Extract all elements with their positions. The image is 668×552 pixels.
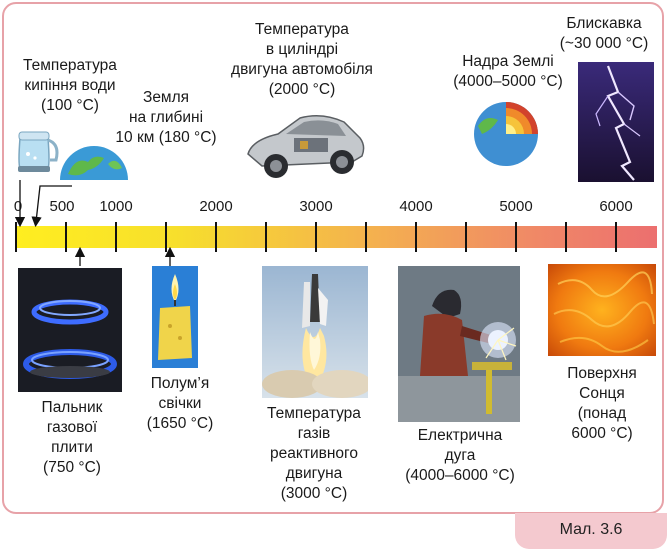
welder-icon [398,266,520,422]
label-water-boiling: Температура кипіння води (100 °C) [23,57,117,114]
figure-caption: Мал. 3.6 [559,521,623,538]
scale-label-500: 500 [49,198,75,215]
lightning-icon [578,62,654,182]
kettle-icon [8,124,60,174]
caption-box: Мал. 3.6 [515,513,667,549]
car-icon [242,104,368,184]
label-lightning: Блискавка (~30 000 °C) [559,15,649,52]
gas-burner-icon [18,268,122,392]
earth-core-icon [468,100,544,168]
label-engine-cylinder: Температура в циліндрі двигуна автомобіл… [231,21,373,98]
scale-label-1000: 1000 [99,198,133,215]
temperature-scale-bar [15,226,657,248]
scale-tick-6000 [615,222,617,252]
scale-tick-5500 [565,222,567,252]
scale-tick-0 [15,222,17,252]
sun-surface-icon [548,264,656,356]
scale-tick-3000 [315,222,317,252]
scale-label-6000: 6000 [599,198,633,215]
scale-tick-2000 [215,222,217,252]
label-jet-engine: Температура газів реактивного двигуна (3… [267,405,361,502]
scale-label-2000: 2000 [199,198,233,215]
label-candle: Полум’я свічки (1650 °C) [146,375,214,432]
scale-tick-4500 [465,222,467,252]
candle-icon [152,266,198,368]
label-electric-arc: Електрична дуга (4000–6000 °C) [405,427,515,484]
scale-tick-500 [65,222,67,252]
scale-label-3000: 3000 [299,198,333,215]
scale-tick-5000 [515,222,517,252]
arrow-earth-10km [31,185,72,228]
scale-label-5000: 5000 [499,198,533,215]
label-gas-burner: Пальник газової плити (750 °C) [41,399,103,476]
scale-label-4000: 4000 [399,198,433,215]
rocket-launch-icon [262,266,368,398]
scale-tick-3500 [365,222,367,252]
scale-tick-1500 [165,222,167,252]
figure-frame [2,2,664,514]
scale-tick-4000 [415,222,417,252]
scale-tick-2500 [265,222,267,252]
scale-tick-1000 [115,222,117,252]
scale-label-0: 0 [13,198,23,215]
globe-icon [58,134,130,180]
label-sun-surface: Поверхня Сонця (понад 6000 °C) [567,365,637,442]
label-earth-core: Надра Землі (4000–5000 °C) [453,53,563,90]
label-earth-10km: Земля на глибині 10 км (180 °C) [115,89,217,146]
